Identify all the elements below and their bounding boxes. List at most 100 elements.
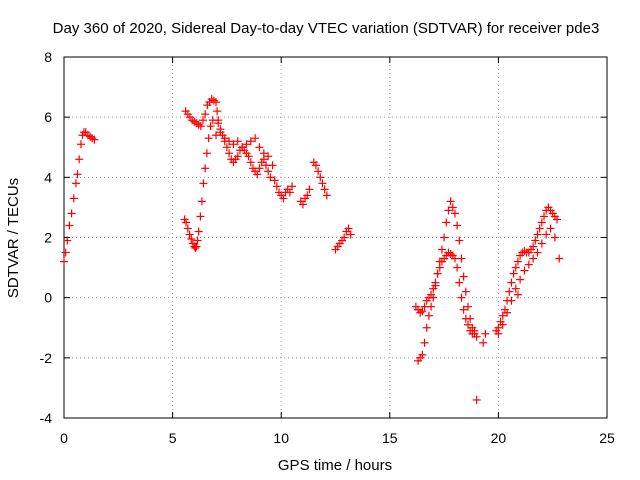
data-point: [185, 230, 194, 239]
data-point: [507, 296, 516, 305]
data-point: [472, 332, 481, 341]
data-point: [498, 320, 507, 329]
data-point: [320, 185, 329, 194]
data-point: [463, 302, 472, 311]
data-point: [422, 323, 431, 332]
data-point: [453, 263, 462, 272]
data-point: [183, 224, 192, 233]
data-point: [459, 305, 468, 314]
data-point: [446, 250, 455, 259]
data-point: [225, 149, 234, 158]
data-point: [272, 182, 281, 191]
y-tick-label: -2: [40, 350, 53, 366]
data-point: [533, 248, 542, 257]
data-point: [429, 293, 438, 302]
data-point: [191, 244, 200, 253]
data-point: [505, 287, 514, 296]
data-point: [197, 197, 206, 206]
data-point: [288, 182, 297, 191]
y-tick-label: -4: [40, 410, 53, 426]
grid: [64, 57, 607, 418]
data-point: [251, 134, 260, 143]
data-point: [531, 236, 540, 245]
data-point: [270, 176, 279, 185]
data-point: [314, 167, 323, 176]
data-point: [540, 212, 549, 221]
data-point: [520, 266, 529, 275]
data-point: [318, 179, 327, 188]
data-point: [520, 247, 529, 256]
data-point: [201, 164, 210, 173]
plot-frame: [63, 56, 608, 419]
data-point: [225, 137, 234, 146]
data-point: [461, 287, 470, 296]
axis-ticks: 0 5 10 15 20 25 -4 -2 0 2 4 6 8: [40, 49, 615, 446]
data-point: [192, 242, 201, 251]
data-point: [316, 173, 325, 182]
data-point: [60, 257, 68, 266]
data-point: [463, 320, 472, 329]
data-point: [481, 329, 490, 338]
data-point: [437, 245, 446, 254]
data-point: [553, 215, 562, 224]
x-tick-label: 15: [382, 430, 398, 446]
data-point: [220, 134, 229, 143]
data-point: [516, 275, 525, 284]
y-tick-label: 8: [44, 49, 52, 65]
data-point: [69, 194, 78, 203]
data-point: [472, 395, 481, 404]
data-point: [204, 134, 213, 143]
data-point: [494, 329, 503, 338]
data-point: [533, 230, 542, 239]
data-point: [468, 323, 477, 332]
data-point: [266, 173, 275, 182]
data-point: [444, 206, 453, 215]
data-point: [194, 227, 203, 236]
data-point: [259, 149, 268, 158]
data-point: [509, 269, 518, 278]
data-point: [457, 254, 466, 263]
data-point: [448, 203, 457, 212]
x-tick-label: 5: [169, 430, 177, 446]
data-point: [311, 161, 320, 170]
data-point: [242, 140, 251, 149]
data-point: [298, 200, 307, 209]
data-point: [459, 272, 468, 281]
data-point: [233, 137, 242, 146]
data-point: [255, 143, 264, 152]
data-point: [498, 311, 507, 320]
data-point: [466, 314, 475, 323]
data-point: [90, 135, 99, 144]
data-point: [279, 194, 288, 203]
data-point: [457, 293, 466, 302]
data-point: [182, 218, 191, 227]
data-point: [446, 197, 455, 206]
data-point: [216, 128, 225, 137]
data-point: [264, 167, 273, 176]
data-point: [196, 212, 205, 221]
data-point: [479, 338, 488, 347]
y-tick-label: 0: [44, 290, 52, 306]
data-point: [201, 110, 210, 119]
x-tick-label: 25: [599, 430, 615, 446]
data-point: [453, 221, 462, 230]
data-point: [76, 140, 85, 149]
data-point: [529, 242, 538, 251]
data-point: [238, 143, 247, 152]
data-point: [253, 170, 262, 179]
data-point: [427, 302, 436, 311]
data-point: [455, 278, 464, 287]
data-point: [431, 281, 440, 290]
x-axis-label: GPS time / hours: [278, 457, 392, 474]
data-point: [213, 107, 222, 116]
data-point: [303, 191, 312, 200]
data-point: [73, 170, 82, 179]
data-point: [537, 239, 546, 248]
data-point: [214, 119, 223, 128]
data-point: [511, 284, 520, 293]
data-point: [440, 233, 449, 242]
data-point: [222, 143, 231, 152]
data-point: [442, 218, 451, 227]
data-point: [455, 236, 464, 245]
